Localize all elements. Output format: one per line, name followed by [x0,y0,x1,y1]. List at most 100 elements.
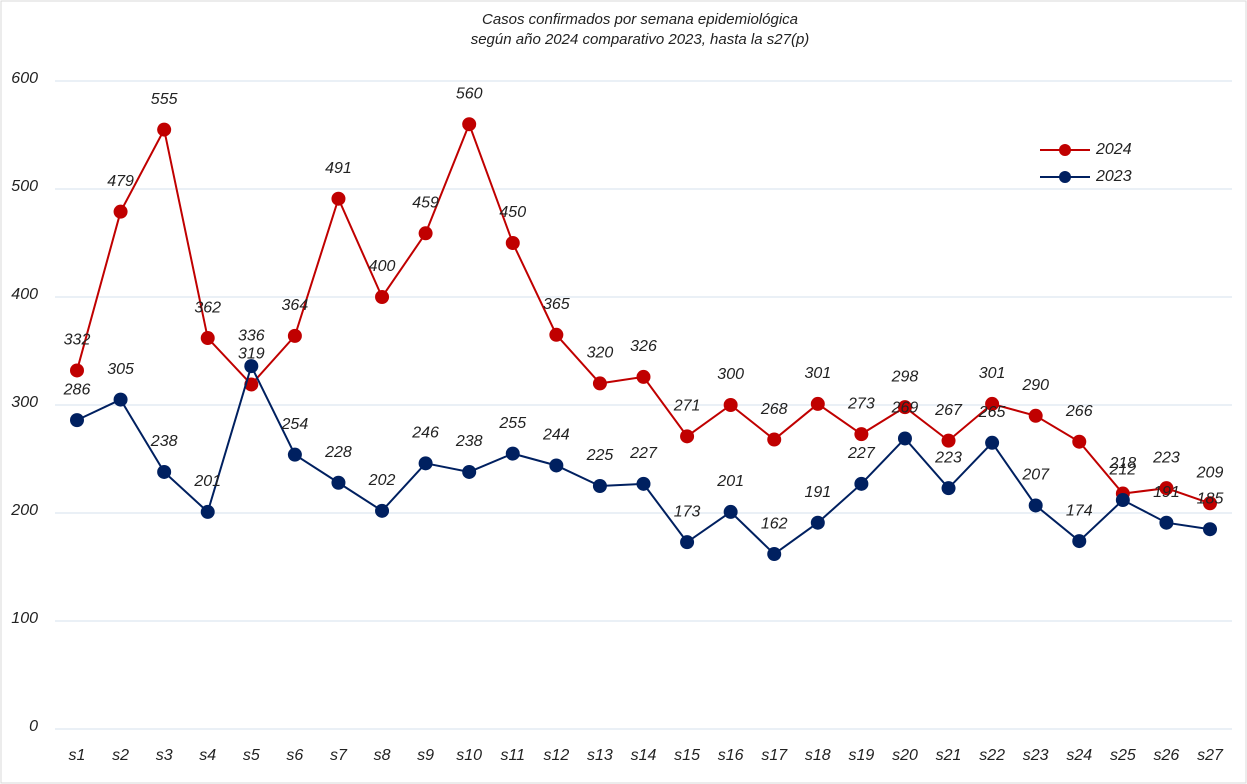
x-tick-label: s14 [631,747,657,764]
point [854,427,869,442]
data-label: 271 [673,398,701,415]
point [375,503,390,518]
data-label: 246 [411,425,439,442]
data-label: 223 [934,449,962,466]
data-label: 560 [456,85,483,102]
point [941,481,956,496]
data-label: 191 [1153,484,1180,501]
data-label: 223 [1152,449,1180,466]
point [375,290,390,304]
point [592,479,607,493]
data-label: 290 [1021,377,1049,394]
point [1203,496,1217,511]
point [636,369,651,384]
point [723,398,738,412]
data-label: 267 [934,402,963,419]
x-tick-label: s16 [718,747,744,764]
point [244,359,259,374]
data-label: 202 [368,472,396,489]
point [1159,481,1174,496]
data-label: 207 [1021,467,1050,484]
point [70,363,84,378]
data-label: 450 [499,204,526,221]
x-tick-label: s20 [892,747,918,764]
data-label: 319 [238,346,265,363]
point [113,392,128,407]
x-tick-label: s8 [374,747,391,764]
data-label: 273 [847,395,875,412]
data-label: 209 [1196,464,1224,481]
data-label: 266 [1065,403,1093,420]
x-tick-label: s15 [674,747,700,764]
x-tick-label: s5 [243,747,260,764]
point [897,400,912,415]
chart-title: Casos confirmados por semana epidemiológ… [482,11,798,28]
x-tick-label: s17 [761,747,788,764]
point [636,476,651,491]
x-tick-label: s19 [848,747,874,764]
point [897,431,912,446]
point [549,458,564,473]
x-tick-label: s11 [500,747,525,764]
data-label: 255 [498,415,526,432]
data-label: 265 [978,404,1006,421]
legend-label: 2024 [1095,141,1132,158]
data-label: 162 [761,515,788,532]
data-label: 238 [455,433,483,450]
point [200,504,215,519]
point [157,122,172,137]
point [1028,498,1043,513]
point [505,236,520,250]
point [549,327,564,342]
x-tick-label: s10 [456,747,482,764]
x-tick-label: s27 [1197,747,1224,764]
data-label: 362 [194,299,221,316]
point [810,396,825,411]
x-tick-label: s18 [805,747,831,764]
legend-marker [1059,171,1071,183]
data-label: 286 [63,381,91,398]
data-label: 300 [717,366,744,383]
y-tick-label: 300 [11,394,38,411]
point [113,204,128,219]
point [505,446,520,461]
data-label: 228 [324,444,352,461]
point [462,117,477,132]
x-tick-label: s13 [587,747,613,764]
point [462,464,477,479]
data-label: 185 [1197,490,1224,507]
data-label: 301 [804,365,831,382]
x-tick-label: s6 [286,747,303,764]
point [985,396,1000,411]
data-label: 225 [586,447,614,464]
data-label: 491 [325,160,352,177]
x-tick-label: s4 [199,747,216,764]
point [418,226,433,241]
data-label: 555 [151,91,178,108]
point [200,331,215,346]
y-tick-label: 200 [10,502,38,519]
data-label: 459 [412,194,439,211]
x-tick-label: s24 [1066,747,1092,764]
y-tick-label: 600 [11,70,38,87]
point [1072,534,1087,549]
x-tick-label: s12 [543,747,569,764]
data-label: 400 [369,258,396,275]
point [1203,522,1217,537]
x-tick-label: s1 [69,747,86,764]
point [157,464,172,479]
point [767,547,782,562]
y-tick-label: 0 [29,718,38,735]
data-label: 301 [979,365,1006,382]
data-label: 218 [1108,455,1136,472]
data-label: 336 [238,327,265,344]
data-label: 174 [1066,502,1093,519]
data-label: 201 [716,473,744,490]
y-tick-label: 400 [11,286,38,303]
point [1028,408,1043,423]
point [287,447,302,462]
data-label: 364 [282,297,309,314]
data-label: 227 [847,445,876,462]
